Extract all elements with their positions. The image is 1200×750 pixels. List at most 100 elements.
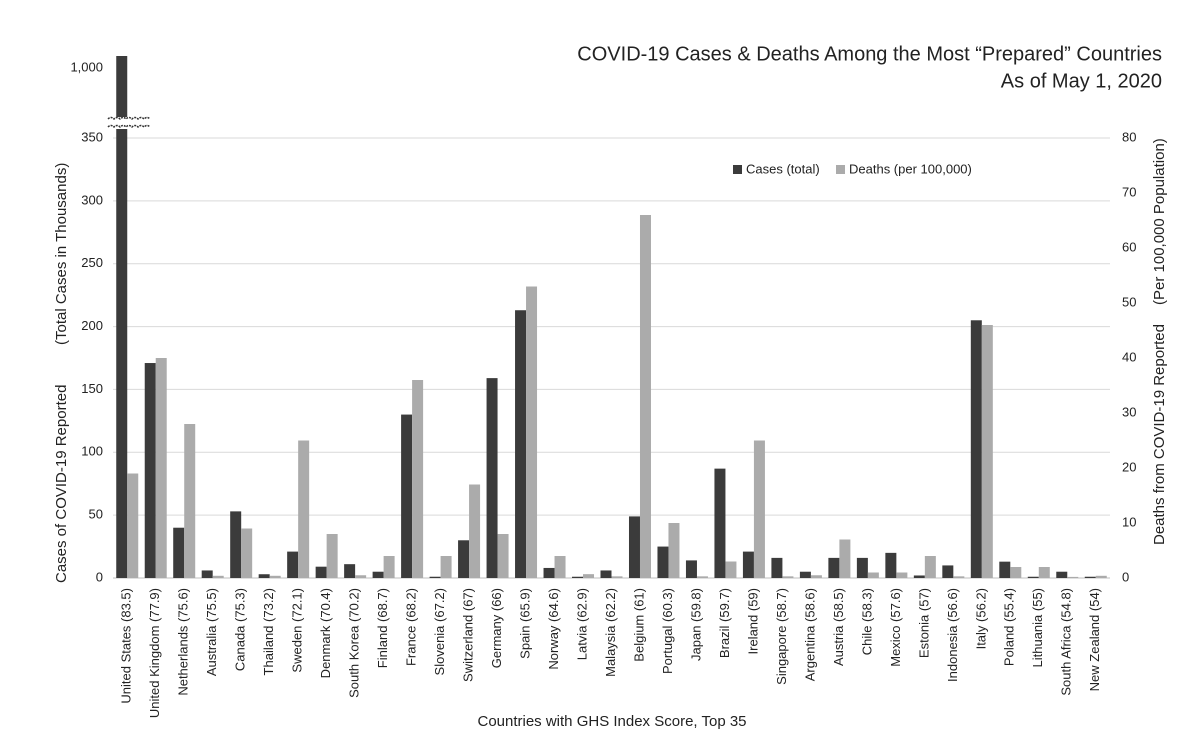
bar xyxy=(782,576,794,578)
x-tick-label: South Africa (54.8) xyxy=(1059,588,1074,696)
x-tick-label: Mexico (57.6) xyxy=(888,588,903,667)
bar xyxy=(839,539,851,578)
axis-break xyxy=(104,117,156,129)
bar xyxy=(810,575,822,578)
x-tick-label: United Kingdom (77.9) xyxy=(147,588,162,718)
bar xyxy=(924,556,936,578)
bar xyxy=(326,534,338,578)
y-tick-label: 350 xyxy=(81,129,103,144)
x-tick-label: Singapore (58.7) xyxy=(774,588,789,685)
y-tick-label: 50 xyxy=(89,507,103,522)
bar xyxy=(771,557,783,578)
x-tick-label: Japan (59.8) xyxy=(688,588,703,661)
y-tick-label: 100 xyxy=(81,444,103,459)
bar xyxy=(412,380,424,578)
bar xyxy=(639,215,651,578)
bar xyxy=(1084,576,1096,578)
y-tick-label: 250 xyxy=(81,255,103,270)
bar xyxy=(355,575,367,578)
bar xyxy=(440,556,452,578)
bar xyxy=(116,56,128,578)
bar xyxy=(657,546,669,578)
bar xyxy=(953,576,965,578)
legend-swatch xyxy=(733,165,742,174)
x-tick-label: Denmark (70.4) xyxy=(318,588,333,678)
bar xyxy=(258,574,270,578)
y2-tick-label: 50 xyxy=(1122,294,1136,309)
bar xyxy=(696,576,708,578)
y2-tick-label: 40 xyxy=(1122,349,1136,364)
bar xyxy=(458,540,470,578)
bar xyxy=(856,557,868,578)
bar xyxy=(742,551,754,578)
y2-tick-label: 80 xyxy=(1122,129,1136,144)
x-tick-label: Poland (55.4) xyxy=(1002,588,1017,666)
bar xyxy=(184,424,196,578)
bar xyxy=(401,414,413,578)
bar xyxy=(144,363,156,578)
x-tick-label: Netherlands (75.6) xyxy=(176,588,191,696)
bar xyxy=(486,378,498,578)
y-axis-label: (Total Cases in Thousands) xyxy=(53,163,70,345)
axis-break-line xyxy=(107,116,151,121)
bar xyxy=(668,523,680,578)
bar xyxy=(469,484,481,578)
x-tick-label: Canada (75.3) xyxy=(233,588,248,671)
x-tick-label: New Zealand (54) xyxy=(1087,588,1102,691)
bar xyxy=(725,561,737,578)
y2-tick-label: 0 xyxy=(1122,569,1129,584)
bar xyxy=(298,440,310,578)
bar xyxy=(173,527,185,578)
x-tick-label: Lithuania (55) xyxy=(1030,588,1045,668)
bar xyxy=(981,325,993,578)
y2-tick-label: 30 xyxy=(1122,404,1136,419)
bar xyxy=(583,574,595,578)
bar xyxy=(1056,571,1068,578)
x-tick-label: Spain (65.9) xyxy=(517,588,532,659)
y-tick-label: 1,000 xyxy=(70,59,103,74)
bar xyxy=(315,566,327,578)
x-axis-label: Countries with GHS Index Score, Top 35 xyxy=(477,713,746,730)
bar xyxy=(1038,567,1050,578)
x-tick-label: Argentina (58.6) xyxy=(802,588,817,681)
bar xyxy=(515,310,527,578)
bar xyxy=(896,572,908,578)
y2-axis-label: (Per 100,000 Population) xyxy=(1151,138,1168,305)
x-tick-label: Brazil (59.7) xyxy=(717,588,732,658)
x-tick-label: Chile (58.3) xyxy=(859,588,874,655)
bar xyxy=(611,576,623,578)
bar xyxy=(344,564,356,578)
bar xyxy=(155,358,167,578)
x-tick-label: Sweden (72.1) xyxy=(290,588,305,673)
x-tick-label: Portugal (60.3) xyxy=(660,588,675,674)
bar xyxy=(867,572,879,578)
bar xyxy=(230,511,242,578)
bar xyxy=(212,575,224,578)
y2-tick-label: 10 xyxy=(1122,514,1136,529)
bar xyxy=(429,576,441,578)
x-tick-label: Estonia (57) xyxy=(916,588,931,658)
x-tick-label: Austria (58.5) xyxy=(831,588,846,666)
x-tick-label: Thailand (73.2) xyxy=(261,588,276,675)
y-axis-label: Cases of COVID-19 Reported xyxy=(53,385,70,583)
x-tick-label: Norway (64.6) xyxy=(546,588,561,670)
bar xyxy=(685,560,697,578)
bar xyxy=(287,551,299,578)
x-tick-label: South Korea (70.2) xyxy=(347,588,362,698)
y-tick-label: 150 xyxy=(81,381,103,396)
bar xyxy=(913,575,925,578)
bar xyxy=(1067,576,1079,578)
bar xyxy=(714,468,726,578)
chart-subtitle: As of May 1, 2020 xyxy=(1001,70,1162,92)
bar xyxy=(383,556,395,578)
bar xyxy=(241,528,253,578)
x-tick-label: France (68.2) xyxy=(404,588,419,666)
x-tick-label: Finland (68.7) xyxy=(375,588,390,668)
bar xyxy=(970,320,982,578)
x-tick-label: Belgium (61) xyxy=(631,588,646,662)
x-tick-label: Latvia (62.9) xyxy=(574,588,589,660)
x-tick-label: Australia (75.5) xyxy=(204,588,219,676)
bar xyxy=(828,557,840,578)
bar xyxy=(372,571,384,578)
